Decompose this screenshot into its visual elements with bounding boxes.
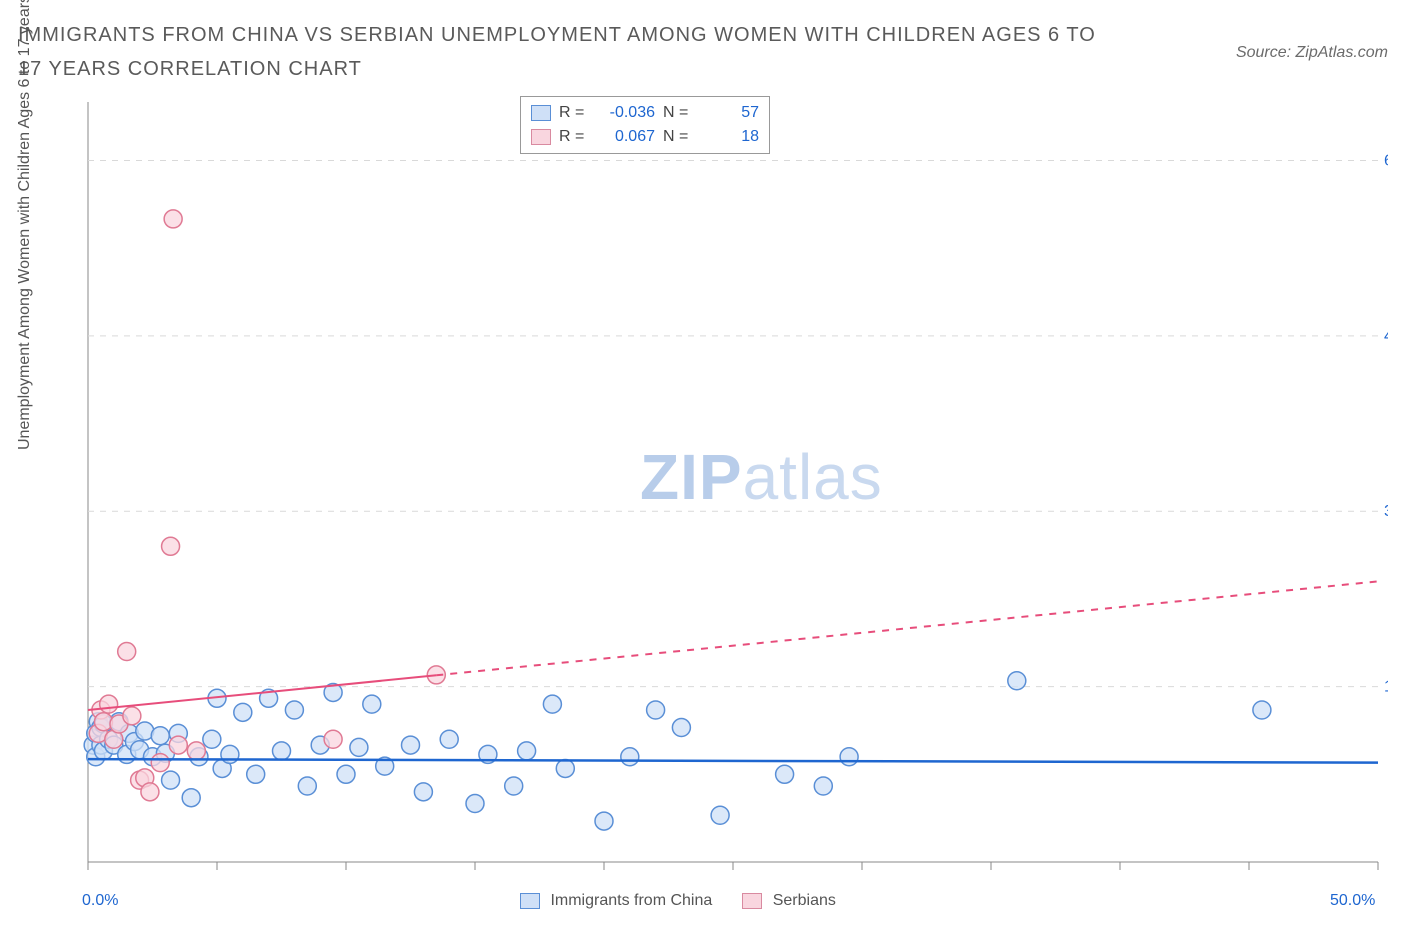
legend-row-serbians: R = 0.067 N = 18 <box>531 125 759 149</box>
scatter-chart: 15.0% 30.0% 45.0% 60.0% <box>48 92 1388 872</box>
legend-correlation: R = -0.036 N = 57 R = 0.067 N = 18 <box>520 96 770 154</box>
svg-text:45.0%: 45.0% <box>1384 328 1388 345</box>
legend-swatch-icon <box>531 105 551 121</box>
legend-swatch-icon <box>520 893 540 909</box>
chart-title: IMMIGRANTS FROM CHINA VS SERBIAN UNEMPLO… <box>18 18 1118 86</box>
x-tick-min: 0.0% <box>82 892 118 910</box>
legend-item-china: Immigrants from China <box>520 892 712 910</box>
svg-text:60.0%: 60.0% <box>1384 152 1388 169</box>
y-axis-label: Unemployment Among Women with Children A… <box>16 0 34 450</box>
source-label: Source: ZipAtlas.com <box>1236 44 1388 62</box>
svg-text:15.0%: 15.0% <box>1384 679 1388 696</box>
legend-row-china: R = -0.036 N = 57 <box>531 101 759 125</box>
legend-swatch-icon <box>531 129 551 145</box>
legend-item-serbians: Serbians <box>742 892 836 910</box>
svg-text:30.0%: 30.0% <box>1384 503 1388 520</box>
legend-series: Immigrants from China Serbians <box>520 892 836 910</box>
legend-swatch-icon <box>742 893 762 909</box>
x-tick-max: 50.0% <box>1330 892 1375 910</box>
